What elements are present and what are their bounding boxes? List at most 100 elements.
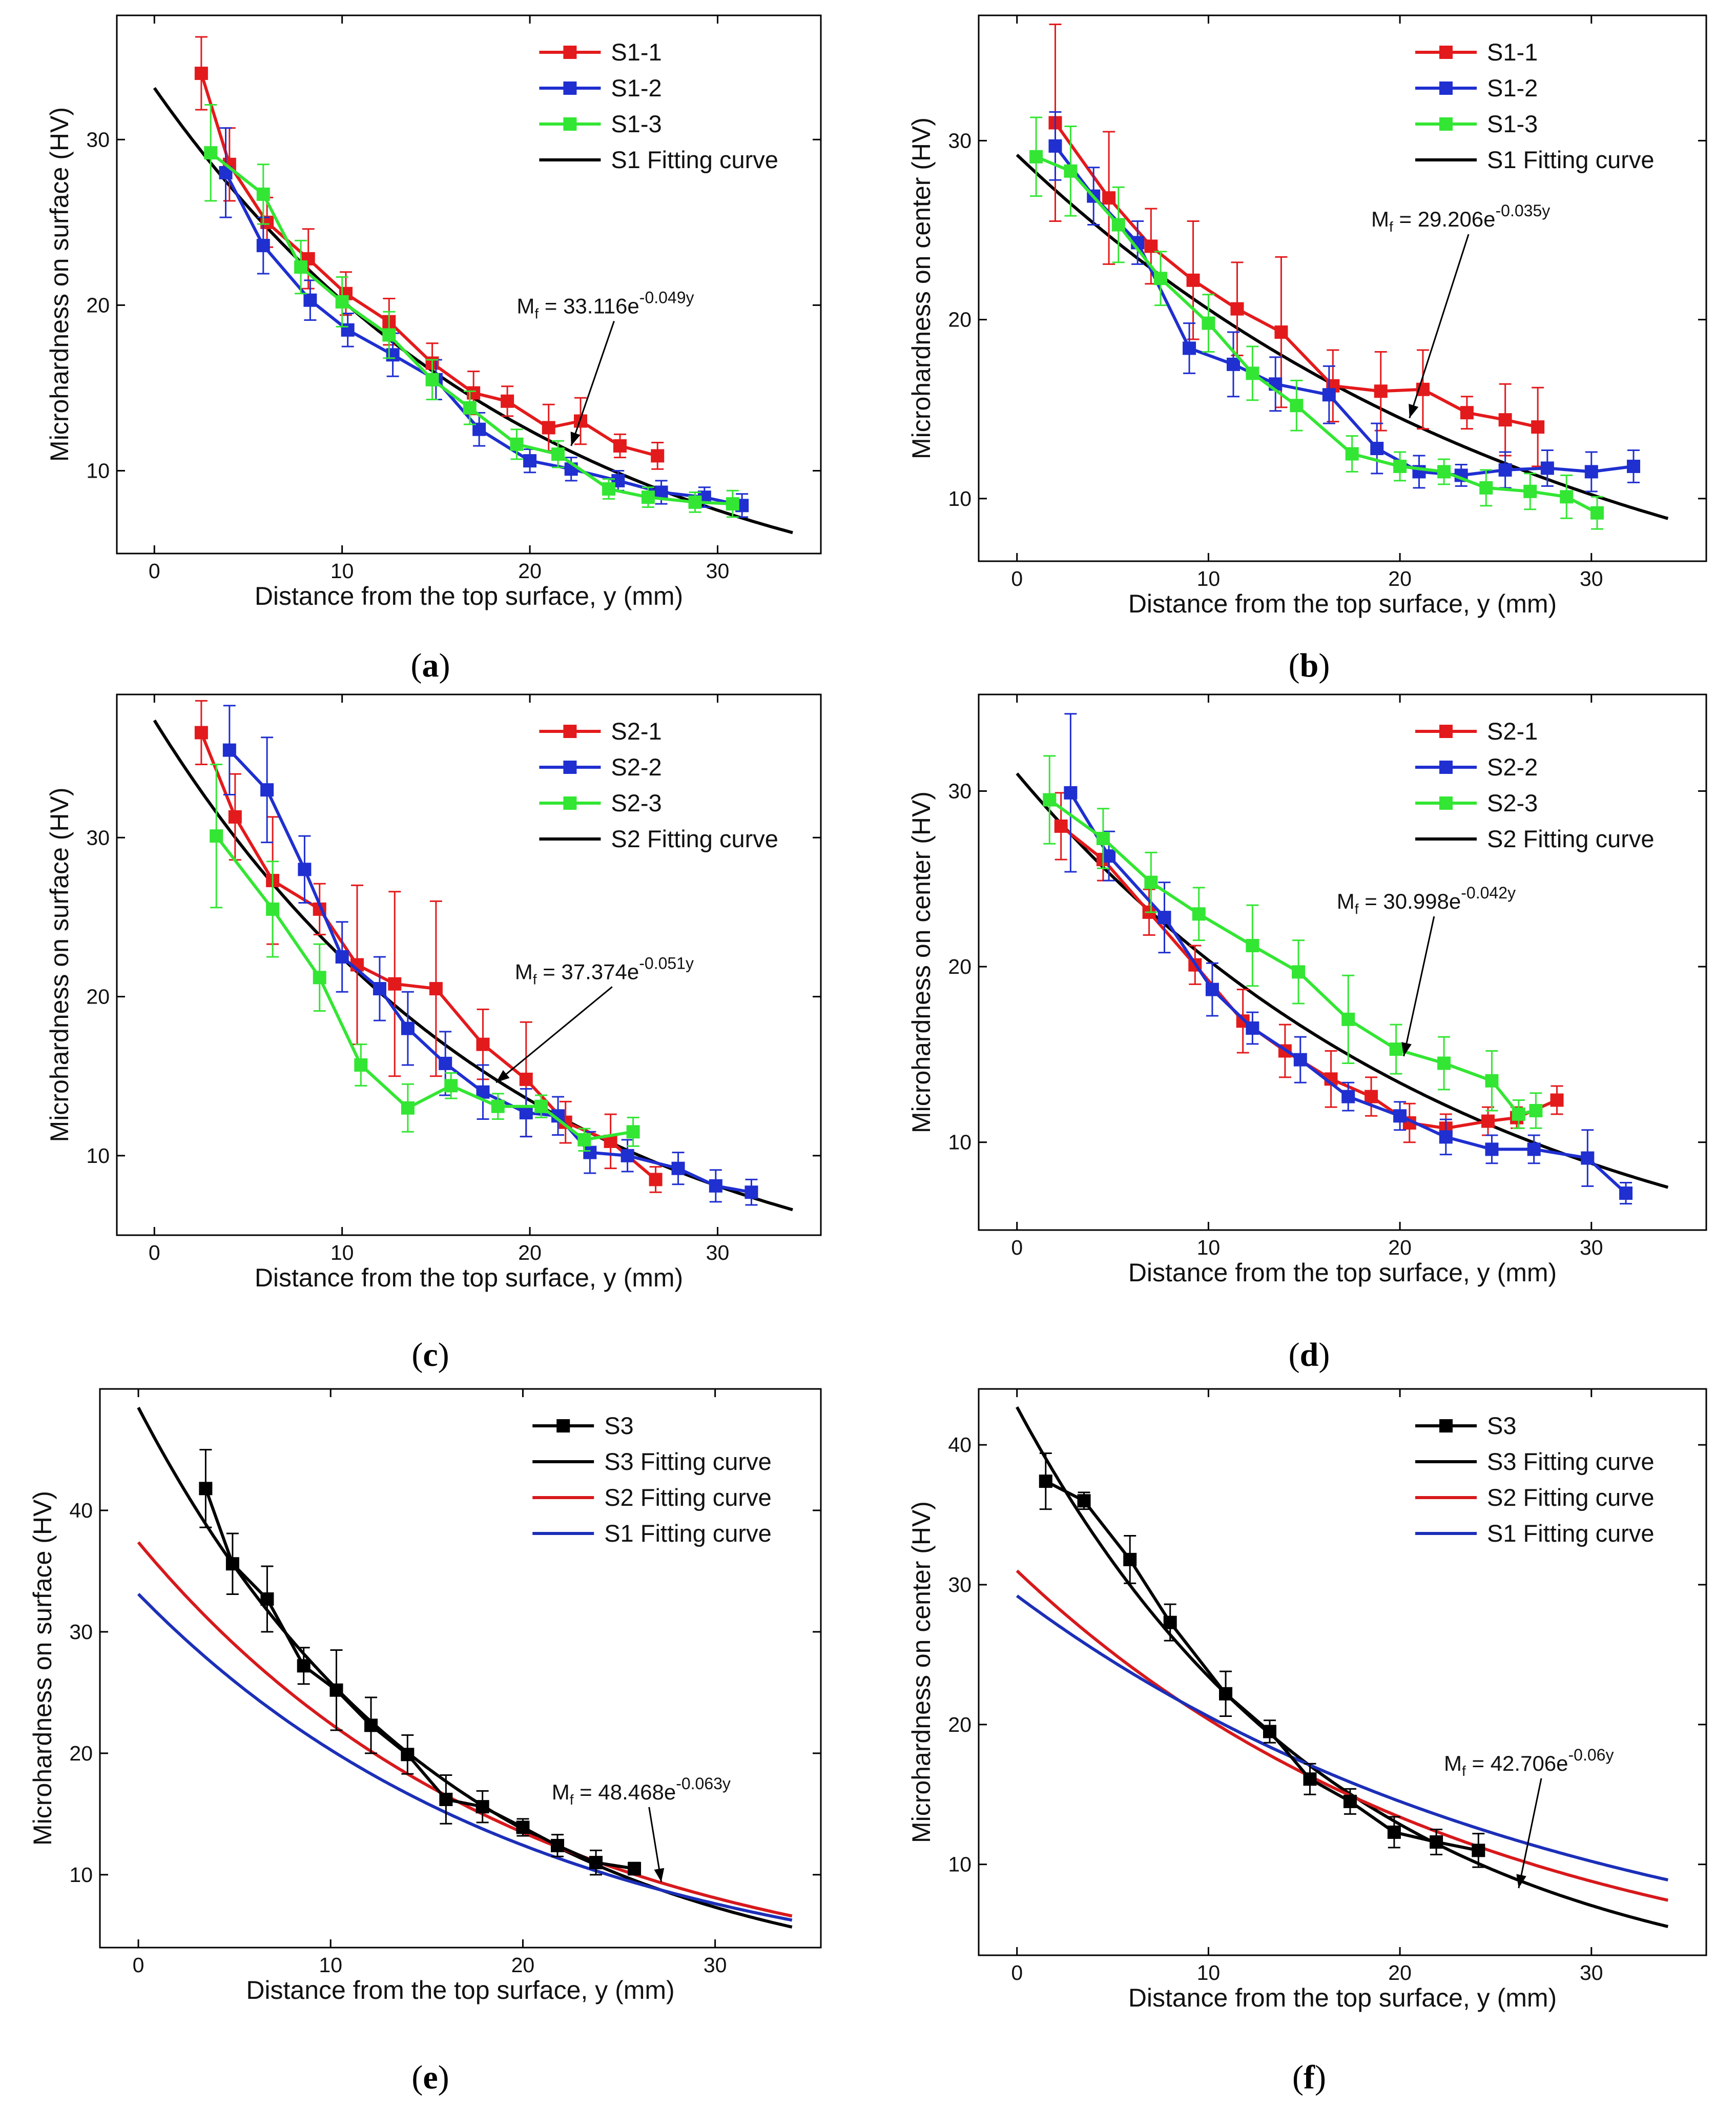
legend-entry: S3 [532, 1412, 634, 1439]
data-point [354, 1058, 368, 1072]
legend-entry: S2-3 [539, 789, 662, 816]
x-tick-label: 30 [1580, 567, 1603, 590]
x-tick-label: 10 [330, 559, 354, 583]
x-axis-title: Distance from the top surface, y (mm) [1128, 589, 1557, 618]
data-point [439, 1792, 453, 1806]
data-point [1292, 965, 1306, 979]
legend-marker [563, 117, 577, 131]
x-tick-label: 20 [511, 1953, 535, 1977]
data-point [335, 950, 349, 964]
data-point [1393, 459, 1407, 473]
plot-area [1016, 1406, 1669, 1928]
chart-panel-c: 0 10 20 30 10 20 30 Distance from the top surfa… [45, 693, 822, 1374]
x-axis-title: Distance from the top surface, y (mm) [246, 1976, 674, 2004]
data-point [313, 971, 326, 985]
data-point [256, 239, 270, 253]
legend-marker [1439, 81, 1453, 95]
legend-entry: S1-1 [1415, 38, 1538, 66]
fitting-curve-s1 [1016, 1594, 1668, 1882]
data-point [444, 1079, 458, 1093]
data-point [1485, 1074, 1499, 1088]
legend-entry: S1 Fitting curve [532, 1520, 772, 1547]
plot-area [153, 36, 793, 535]
data-point [429, 982, 443, 996]
data-point [1077, 1494, 1091, 1508]
data-point [491, 1099, 505, 1113]
x-tick-label: 10 [1197, 567, 1221, 590]
y-tick-label: 20 [86, 293, 110, 317]
plot-frame [978, 14, 1707, 562]
legend: S1-1 S1-2 S1-3 S1 Fitting curve [539, 38, 778, 173]
data-point [1341, 1012, 1355, 1026]
data-point [303, 293, 317, 307]
legend-entry: S1 Fitting curve [1415, 1520, 1655, 1547]
chart-panel-a: 0 10 20 30 10 20 30 Distance from the top surfa… [45, 14, 822, 684]
annotation-arrowhead [496, 1070, 510, 1083]
data-point [1293, 1053, 1307, 1067]
data-point [1054, 819, 1068, 833]
y-tick-label: 30 [86, 826, 110, 849]
data-point [671, 1161, 685, 1175]
fitting-curve-s2 [153, 719, 793, 1212]
legend-label: S1 Fitting curve [1487, 1520, 1655, 1547]
legend-marker [563, 81, 577, 95]
data-point [199, 1482, 213, 1496]
legend-label: S1 Fitting curve [604, 1520, 772, 1547]
data-point [1365, 1090, 1378, 1103]
y-tick-label: 10 [948, 1131, 972, 1154]
y-axis-title: Microhardness on center (HV) [907, 117, 936, 459]
legend-marker [1439, 117, 1453, 131]
annotation-arrowhead [1401, 1042, 1412, 1056]
fit-equation: Mf = 48.468e-0.063y [552, 1774, 731, 1808]
x-tick-label: 10 [319, 1953, 342, 1977]
data-point [476, 1037, 490, 1051]
data-point [222, 743, 236, 757]
legend: S2-1 S2-2 S2-3 S2 Fitting curve [1415, 718, 1655, 852]
y-axis-title: Microhardness on center (HV) [907, 791, 936, 1133]
data-point [1048, 139, 1062, 153]
data-point [516, 1820, 530, 1834]
legend-marker [1439, 761, 1453, 774]
y-axis-title: Microhardness on surface (HV) [45, 107, 74, 462]
data-point [1158, 911, 1171, 925]
legend-entry: S2-3 [1415, 789, 1538, 816]
panel-label: (b) [1289, 647, 1330, 684]
data-point [1163, 1615, 1177, 1629]
data-point [1560, 490, 1574, 504]
legend: S3 S3 Fitting curve S2 Fitting curve S1 Fit… [532, 1412, 772, 1547]
plot-area [137, 1406, 793, 1929]
fit-equation: Mf = 37.374e-0.051y [515, 954, 694, 987]
legend-label: S2-1 [611, 718, 662, 745]
fitting-curve-s2 [137, 1541, 793, 1918]
legend-entry: S2 Fitting curve [539, 825, 778, 852]
data-point [1230, 302, 1244, 316]
data-point [1527, 1142, 1541, 1156]
data-point [1096, 831, 1110, 845]
legend-entry: S3 [1415, 1412, 1517, 1439]
legend-marker [563, 46, 577, 59]
data-point [260, 783, 274, 797]
data-point [602, 482, 615, 496]
data-point [204, 146, 218, 160]
y-tick-label: 30 [948, 1573, 972, 1597]
legend-marker [563, 796, 577, 810]
legend-label: S1-1 [611, 38, 662, 66]
data-point [551, 447, 565, 461]
y-axis-title: Microhardness on surface (HV) [28, 1491, 57, 1846]
plot-area [1016, 23, 1669, 530]
annotation-arrowhead [654, 1868, 665, 1882]
fit-equation: Mf = 33.116e-0.049y [516, 289, 694, 322]
x-tick-label: 10 [1197, 1961, 1221, 1984]
data-point [228, 810, 242, 824]
legend-label: S2 Fitting curve [1487, 1484, 1655, 1511]
data-point [364, 1718, 378, 1732]
data-point [1102, 849, 1116, 863]
panel-label: (c) [411, 1336, 449, 1374]
data-point [519, 1106, 533, 1120]
x-tick-label: 20 [518, 1241, 542, 1264]
data-point [225, 1557, 239, 1571]
chart-panel-f: 0 10 20 30 10 20 30 40 Distance from the top sur… [907, 1388, 1707, 2096]
data-point [1341, 1090, 1355, 1103]
plot-frame [116, 14, 822, 555]
x-tick-label: 20 [1388, 567, 1412, 590]
